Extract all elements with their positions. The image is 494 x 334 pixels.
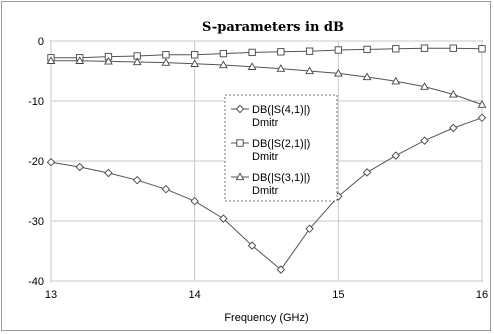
y-tick-label: -20: [28, 156, 44, 168]
data-point: [219, 60, 228, 69]
legend-marker: [236, 139, 244, 147]
data-point: [449, 123, 458, 133]
data-point: [362, 168, 372, 177]
data-point: [46, 157, 56, 167]
data-point: [75, 56, 85, 64]
legend: DB(|S(4,1)|)DmitrDB(|S(2,1)|)DmitrDB(|S(…: [224, 94, 338, 202]
grid-lines: [50, 40, 483, 282]
data-point: [305, 47, 314, 55]
data-point: [277, 48, 285, 56]
legend-marker: [235, 104, 245, 114]
data-point: [420, 82, 429, 90]
y-tick-label: -30: [28, 216, 44, 228]
data-point: [190, 59, 200, 67]
legend-box: [224, 94, 338, 202]
legend-label: DB(|S(2,1)|): [252, 138, 310, 150]
data-point: [219, 214, 228, 223]
data-point: [104, 56, 113, 65]
series-triangle: [46, 56, 487, 108]
data-point: [46, 56, 56, 64]
data-point: [305, 224, 314, 234]
data-point: [305, 66, 314, 75]
series-diamond: [46, 113, 487, 274]
data-point: [104, 168, 113, 178]
data-point: [449, 44, 457, 52]
legend-marker: [235, 172, 245, 181]
data-point: [132, 175, 142, 185]
data-point: [190, 196, 199, 206]
x-tick-label: 14: [189, 289, 201, 301]
data-point: [248, 48, 256, 57]
legend-sublabel: Dmitr: [252, 185, 279, 197]
data-point: [247, 241, 257, 250]
data-point: [477, 113, 487, 123]
series-line: [51, 47, 483, 59]
data-point: [392, 45, 400, 53]
legend-sublabel: Dmitr: [252, 151, 279, 163]
data-point: [162, 51, 170, 59]
data-point: [247, 62, 257, 70]
data-point: [363, 45, 371, 54]
data-point: [132, 57, 142, 66]
data-point: [477, 100, 487, 108]
data-point: [219, 49, 228, 58]
data-point: [276, 265, 286, 274]
data-point: [448, 89, 458, 98]
series-line: [50, 117, 483, 271]
legend-entry: DB(|S(4,1)|)Dmitr: [231, 104, 310, 129]
data-point: [391, 76, 401, 85]
legend-entry: DB(|S(2,1)|)Dmitr: [231, 138, 310, 163]
data-point: [333, 68, 343, 77]
y-tick-label: 0: [38, 36, 44, 48]
y-tick-label: -40: [28, 276, 44, 288]
data-point: [276, 64, 286, 72]
chart-title: S-parameters in dB: [202, 20, 344, 35]
data-point: [161, 58, 171, 66]
series-line: [51, 60, 483, 106]
x-tick-label: 15: [332, 289, 344, 301]
data-point: [334, 46, 342, 54]
legend-sublabel: Dmitr: [252, 117, 279, 129]
data-point: [362, 72, 372, 81]
x-tick-label: 16: [476, 289, 488, 301]
series-layer: [46, 44, 487, 274]
data-point: [161, 184, 171, 194]
data-point: [420, 44, 429, 52]
x-axis-label: Frequency (GHz): [224, 312, 308, 324]
legend-label: DB(|S(3,1)|): [252, 172, 310, 184]
data-point: [75, 162, 84, 172]
legend-entry: DB(|S(3,1)|)Dmitr: [231, 172, 310, 197]
data-point: [391, 151, 401, 160]
data-point: [478, 45, 486, 53]
y-tick-label: -10: [28, 96, 44, 108]
x-tick-label: 13: [45, 289, 57, 301]
data-point: [420, 136, 429, 145]
data-point: [191, 51, 199, 59]
legend-label: DB(|S(4,1)|): [252, 104, 310, 116]
